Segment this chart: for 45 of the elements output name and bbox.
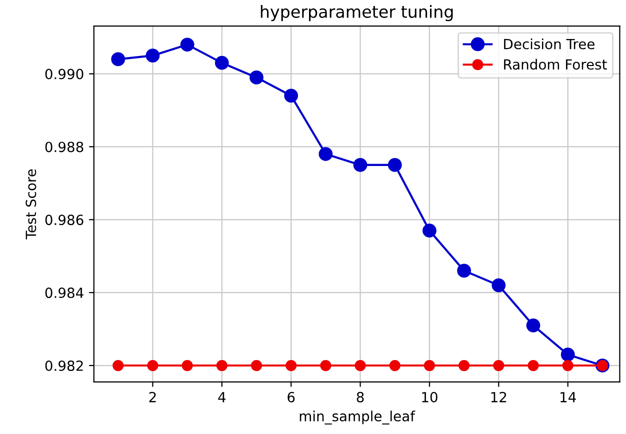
point: [216, 360, 228, 372]
point: [424, 360, 436, 372]
y-tick-label: 0.984: [45, 288, 84, 298]
point: [560, 348, 575, 362]
x-tick-label: 6: [288, 392, 295, 402]
point: [457, 264, 472, 278]
point: [388, 158, 402, 172]
point: [526, 318, 540, 332]
legend-label: Random Forest: [504, 58, 607, 70]
point: [389, 360, 400, 372]
point: [111, 52, 126, 66]
point: [422, 224, 436, 238]
point: [182, 360, 193, 372]
point: [458, 360, 470, 372]
point: [146, 48, 160, 63]
y-tick-label: 0.990: [45, 68, 84, 80]
point: [528, 360, 539, 372]
point: [492, 278, 506, 292]
point: [112, 360, 124, 372]
point: [353, 158, 368, 172]
x-tick-label: 8: [356, 392, 364, 402]
point: [250, 70, 264, 84]
x-tick-label: 2: [149, 392, 156, 402]
y-tick-label: 0.986: [45, 214, 84, 226]
x-tick-label: 4: [218, 392, 226, 402]
y-tick-label: 0.988: [45, 142, 84, 152]
y-axis-title: Test Score: [26, 169, 36, 240]
x-axis-title: min_sample_leaf: [300, 410, 416, 424]
legend-label: Decision Tree: [504, 38, 594, 50]
point: [214, 56, 229, 70]
point: [318, 147, 333, 161]
point: [493, 360, 504, 372]
chart-title: hyperparameter tuning: [260, 5, 453, 22]
y-tick-label: 0.982: [45, 360, 83, 371]
point: [354, 360, 366, 372]
point: [250, 360, 262, 372]
point: [562, 360, 574, 372]
point: [284, 88, 298, 103]
x-tick-label: 14: [560, 392, 576, 402]
x-tick-label: 10: [422, 392, 438, 402]
point: [180, 38, 194, 52]
x-tick-label: 12: [491, 392, 506, 402]
point: [320, 360, 332, 372]
point: [286, 360, 297, 372]
point: [147, 360, 158, 372]
